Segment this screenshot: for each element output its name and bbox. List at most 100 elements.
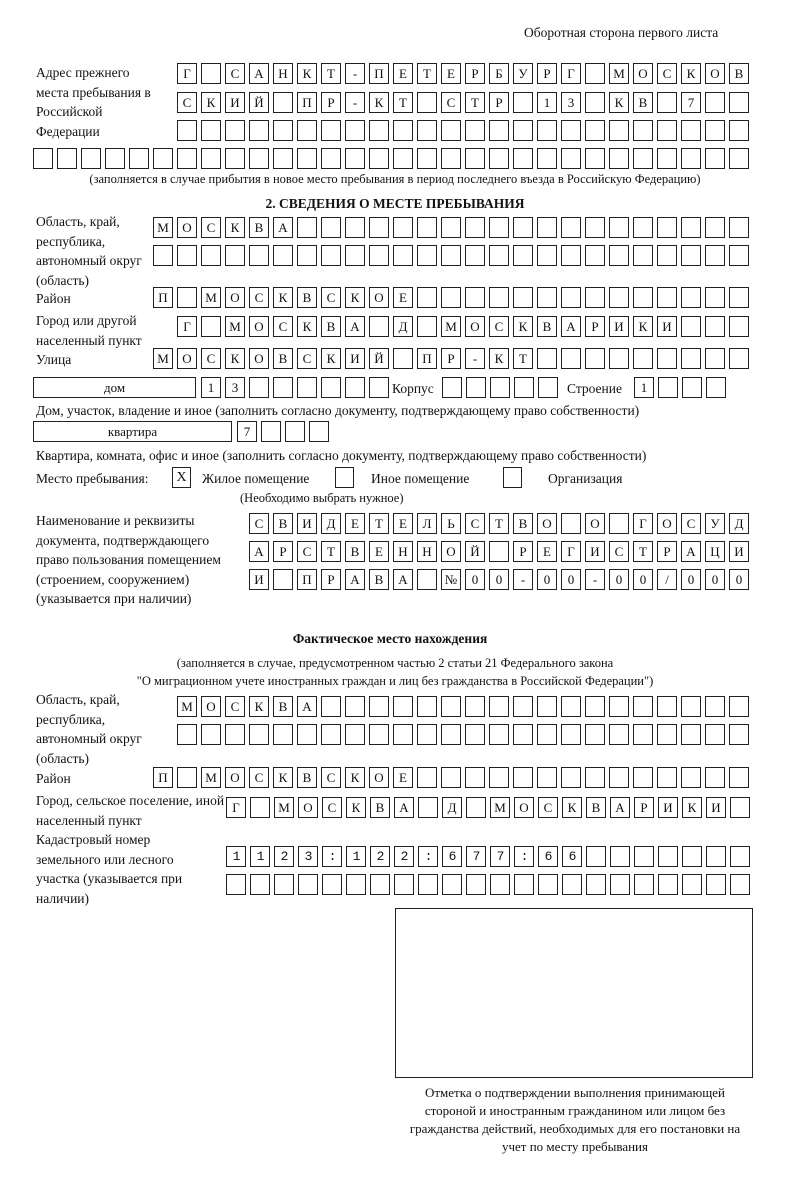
letter-cell[interactable]: 3 bbox=[225, 377, 245, 398]
letter-cell[interactable]: Р bbox=[441, 348, 461, 369]
letter-cell[interactable]: Е bbox=[393, 513, 413, 534]
letter-cell[interactable]: К bbox=[249, 696, 269, 717]
letter-cell[interactable] bbox=[658, 874, 678, 895]
letter-cell[interactable]: П bbox=[369, 63, 389, 84]
letter-cell[interactable]: В bbox=[370, 797, 390, 818]
letter-cell[interactable] bbox=[513, 245, 533, 266]
letter-cell[interactable] bbox=[513, 217, 533, 238]
letter-cell[interactable]: С bbox=[249, 767, 269, 788]
letter-cell[interactable]: Р bbox=[489, 92, 509, 113]
letter-cell[interactable]: М bbox=[201, 287, 221, 308]
organization-checkbox[interactable] bbox=[503, 467, 522, 488]
letter-cell[interactable] bbox=[633, 348, 653, 369]
letter-cell[interactable] bbox=[249, 377, 269, 398]
letter-cell[interactable]: С bbox=[657, 63, 677, 84]
letter-cell[interactable]: Т bbox=[489, 513, 509, 534]
letter-cell[interactable] bbox=[273, 148, 293, 169]
letter-cell[interactable]: Г bbox=[177, 63, 197, 84]
letter-cell[interactable] bbox=[585, 63, 605, 84]
letter-cell[interactable]: Е bbox=[393, 63, 413, 84]
letter-cell[interactable] bbox=[585, 767, 605, 788]
letter-cell[interactable] bbox=[274, 846, 294, 867]
letter-cell[interactable] bbox=[537, 348, 557, 369]
letter-cell[interactable]: Д bbox=[729, 513, 749, 534]
letter-cell[interactable]: К bbox=[273, 767, 293, 788]
letter-cell[interactable] bbox=[418, 874, 438, 895]
letter-cell[interactable] bbox=[705, 316, 725, 337]
letter-cell[interactable] bbox=[249, 245, 269, 266]
letter-cell[interactable]: 3 bbox=[561, 92, 581, 113]
letter-cell[interactable]: А bbox=[394, 797, 414, 818]
letter-cell[interactable] bbox=[706, 846, 726, 867]
letter-cell[interactable] bbox=[466, 797, 486, 818]
letter-cell[interactable] bbox=[418, 797, 438, 818]
letter-cell[interactable]: А bbox=[561, 316, 581, 337]
letter-cell[interactable] bbox=[513, 148, 533, 169]
letter-cell[interactable] bbox=[177, 724, 197, 745]
letter-cell[interactable]: Р bbox=[321, 92, 341, 113]
letter-cell[interactable]: В bbox=[537, 316, 557, 337]
letter-cell[interactable] bbox=[585, 724, 605, 745]
letter-cell[interactable]: К bbox=[513, 316, 533, 337]
letter-cell[interactable] bbox=[537, 696, 557, 717]
letter-cell[interactable]: Д bbox=[393, 316, 413, 337]
letter-cell[interactable]: А bbox=[345, 569, 365, 590]
letter-cell[interactable] bbox=[345, 245, 365, 266]
letter-cell[interactable]: О bbox=[514, 797, 534, 818]
letter-cell[interactable]: 1 bbox=[634, 377, 654, 398]
letter-cell[interactable] bbox=[705, 696, 725, 717]
letter-cell[interactable] bbox=[393, 348, 413, 369]
letter-cell[interactable]: С bbox=[538, 797, 558, 818]
letter-cell[interactable]: О bbox=[657, 513, 677, 534]
letter-cell[interactable] bbox=[489, 724, 509, 745]
letter-cell[interactable] bbox=[417, 767, 437, 788]
letter-cell[interactable] bbox=[561, 513, 581, 534]
letter-cell[interactable] bbox=[681, 724, 701, 745]
letter-cell[interactable]: А bbox=[393, 569, 413, 590]
letter-cell[interactable]: И bbox=[657, 316, 677, 337]
letter-cell[interactable] bbox=[513, 696, 533, 717]
letter-cell[interactable] bbox=[442, 846, 462, 867]
letter-cell[interactable] bbox=[489, 767, 509, 788]
letter-cell[interactable]: Р bbox=[537, 63, 557, 84]
letter-cell[interactable] bbox=[369, 217, 389, 238]
letter-cell[interactable]: 7 bbox=[237, 421, 257, 442]
letter-cell[interactable] bbox=[729, 217, 749, 238]
letter-cell[interactable]: 0 bbox=[681, 569, 701, 590]
letter-cell[interactable]: М bbox=[153, 217, 173, 238]
letter-cell[interactable] bbox=[609, 348, 629, 369]
letter-cell[interactable]: В bbox=[249, 217, 269, 238]
letter-cell[interactable]: 0 bbox=[537, 569, 557, 590]
letter-cell[interactable] bbox=[465, 696, 485, 717]
letter-cell[interactable] bbox=[225, 148, 245, 169]
letter-cell[interactable]: А bbox=[610, 797, 630, 818]
letter-cell[interactable]: С bbox=[201, 217, 221, 238]
letter-cell[interactable]: С bbox=[321, 767, 341, 788]
letter-cell[interactable] bbox=[489, 696, 509, 717]
letter-cell[interactable] bbox=[393, 217, 413, 238]
letter-cell[interactable]: О bbox=[177, 217, 197, 238]
letter-cell[interactable] bbox=[226, 846, 246, 867]
letter-cell[interactable]: Е bbox=[393, 767, 413, 788]
letter-cell[interactable] bbox=[585, 148, 605, 169]
letter-cell[interactable] bbox=[201, 63, 221, 84]
letter-cell[interactable] bbox=[273, 377, 293, 398]
letter-cell[interactable] bbox=[465, 767, 485, 788]
letter-cell[interactable] bbox=[465, 217, 485, 238]
residential-checkbox[interactable]: X bbox=[172, 467, 191, 488]
letter-cell[interactable] bbox=[585, 120, 605, 141]
letter-cell[interactable] bbox=[705, 245, 725, 266]
apartment-type-field[interactable]: квартира bbox=[33, 421, 232, 442]
letter-cell[interactable]: С bbox=[249, 513, 269, 534]
letter-cell[interactable] bbox=[345, 696, 365, 717]
letter-cell[interactable] bbox=[201, 148, 221, 169]
letter-cell[interactable] bbox=[465, 148, 485, 169]
letter-cell[interactable] bbox=[729, 724, 749, 745]
letter-cell[interactable] bbox=[465, 724, 485, 745]
letter-cell[interactable] bbox=[177, 287, 197, 308]
other-premises-checkbox[interactable] bbox=[335, 467, 354, 488]
letter-cell[interactable]: 0 bbox=[561, 569, 581, 590]
letter-cell[interactable]: Р bbox=[634, 797, 654, 818]
letter-cell[interactable] bbox=[393, 724, 413, 745]
letter-cell[interactable] bbox=[682, 846, 702, 867]
